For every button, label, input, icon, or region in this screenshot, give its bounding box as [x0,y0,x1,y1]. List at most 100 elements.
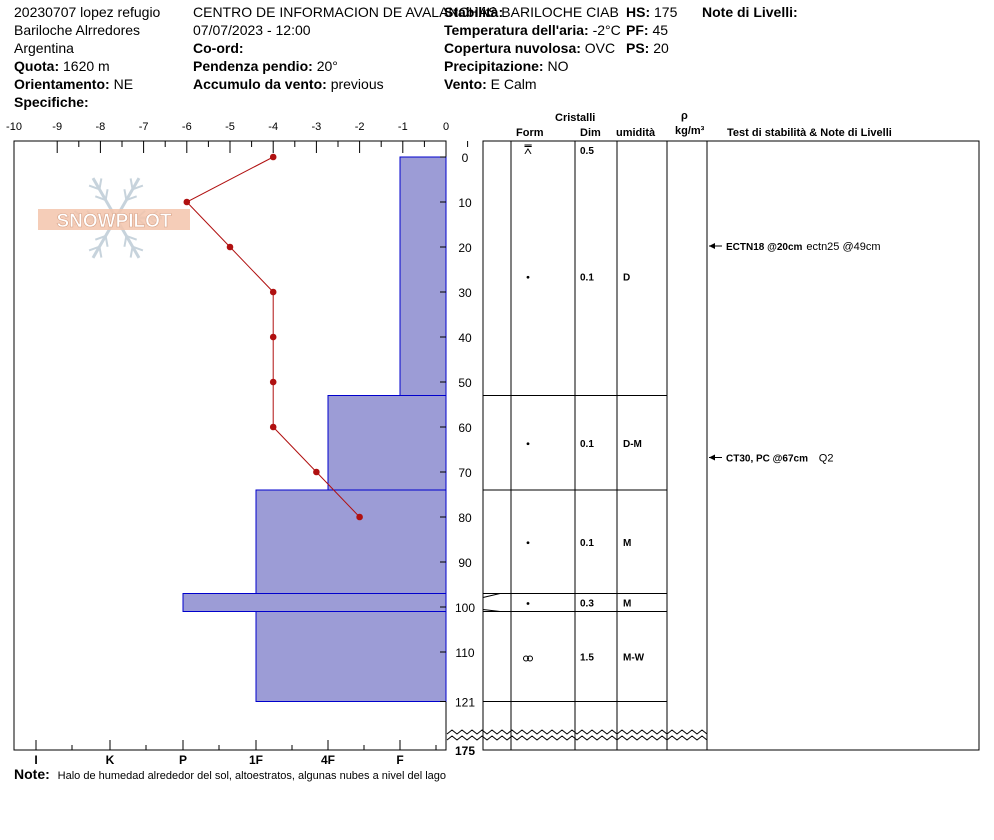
wetness-value: D-M [623,439,642,450]
temperature-tick-label: -9 [52,121,62,133]
wind-loading-value: previous [330,76,384,92]
watermark-text: SNOWPILOT [56,211,171,232]
quota-value: 1620 m [63,58,110,74]
orientation-row: Orientamento: NE [14,76,133,93]
temperature-tick-label: -6 [182,121,192,133]
wetness-value: D [623,272,630,283]
specifiche-label: Specifiche: [14,94,89,110]
depth-tick-label: 30 [458,286,472,300]
grain-form-icon [527,655,533,662]
hardness-tick-label: 1F [249,753,263,767]
depth-tick-label: 0 [462,151,469,165]
snowflake-branch [88,184,100,191]
coord-label: Co-ord: [193,40,244,56]
ps-value: 20 [653,40,669,56]
temperature-tick-label: -4 [268,121,278,133]
form-header: Form [516,127,544,139]
orientation-value: NE [113,76,134,92]
depth-tick-label: 70 [458,466,472,480]
grain-form-icon [526,442,530,446]
stability-label: Stabilità: [444,4,504,20]
wetness-value: M-W [623,653,645,664]
hardness-tick-label: K [106,753,115,767]
snowflake-branch [126,195,138,202]
snowflake-branch [132,184,144,191]
test-arrow-head [709,454,715,461]
hardness-tick-label: I [34,753,37,767]
slope-label: Pendenza pendio: [193,58,313,74]
grain-size: 0.5 [580,146,594,157]
chart-frames [13,140,980,751]
density-unit-header: kg/m³ [675,125,705,137]
ps-label: PS: [626,40,650,56]
snowflake-branch [94,234,106,241]
precip-row: Precipitazione: NO [444,58,568,75]
temperature-point [313,468,320,476]
table-frame [482,140,980,751]
temperature-tick-label: -3 [312,121,322,133]
orientation-label: Orientamento: [14,76,110,92]
depth-tick-label: 60 [458,421,472,435]
dim-header: Dim [580,127,601,139]
hardness-bars [182,156,447,702]
depth-tick-label: 20 [458,241,472,255]
snowflake-branch [132,245,144,252]
cloud-value: OVC [584,40,616,56]
temperature-point [269,153,277,161]
temperature-point [269,378,277,386]
air-temp-value: -2°C [592,22,621,38]
snowflake-branch [123,189,128,201]
snowflake-branch [129,246,134,258]
depth-tick-label: 40 [458,331,472,345]
footer-note: Note: Halo de humedad alrededor del sol,… [14,766,446,785]
ps-row: PS: 20 [626,40,669,57]
temperature-tick-label: -8 [96,121,106,133]
snowflake-branch [126,234,138,241]
density-header: ρ [681,110,688,122]
quota-row: Quota: 1620 m [14,58,110,75]
temperature-tick-label: -7 [139,121,149,133]
grain-size: 1.5 [580,653,594,664]
grain-form-icon: ⩞ [524,142,532,157]
hardness-bar [255,489,447,594]
hardness-tick-label: P [179,753,187,767]
cloud-row: Copertura nuvolosa: OVC [444,40,615,57]
layer-table: ⩞ 0.5 0.1 D 0.1 D-M 0.1 M 0.3 M 1.5 M-W [482,142,667,702]
temperature-point [356,513,363,521]
snowflake-branch [98,246,103,258]
site-country: Argentina [14,40,74,56]
wind-loading-row: Accumulo da vento: previous [193,76,384,93]
stability-tests: ECTN18 @20cm ectn25 @49cm CT30, PC @67cm Q2 [709,241,881,465]
hs-value: 175 [654,4,678,20]
slope-row: Pendenza pendio: 20° [193,58,338,75]
watermark-banner [38,209,190,230]
pf-value: 45 [652,22,669,38]
wind-value: E Calm [490,76,537,92]
test-result-text: ectn25 @49cm [806,241,880,253]
snowflake-branch [104,235,109,247]
snowpilot-watermark: SNOWPILOT [38,177,190,259]
temperature-point [269,423,277,431]
wind-label: Vento: [444,76,487,92]
hardness-bar [182,593,447,612]
hardness-tick-label: F [396,753,403,767]
snowflake-branch [98,178,103,190]
cristalli-header: Cristalli [555,112,596,124]
snowflake-branch [94,195,106,202]
depth-tick-label: 50 [458,376,472,390]
grain-size: 0.1 [580,439,594,450]
wind-loading-label: Accumulo da vento: [193,76,327,92]
air-temp-row: Temperatura dell'aria: -2°C [444,22,621,39]
snowflake-branch [88,245,100,252]
wetness-header: umidità [616,127,656,139]
hs-label: HS: [626,4,651,20]
test-result-bold: ECTN18 @20cm [726,242,803,253]
precip-label: Precipitazione: [444,58,544,74]
grain-form-icon [523,655,529,662]
snowflake-branch [123,235,128,247]
site-region: Bariloche Alrredores [14,22,141,38]
note-text: Halo de humedad alrededor del sol, altoe… [57,770,446,782]
hardness-tick-label: 4F [321,753,335,767]
grain-size: 0.3 [580,599,594,610]
